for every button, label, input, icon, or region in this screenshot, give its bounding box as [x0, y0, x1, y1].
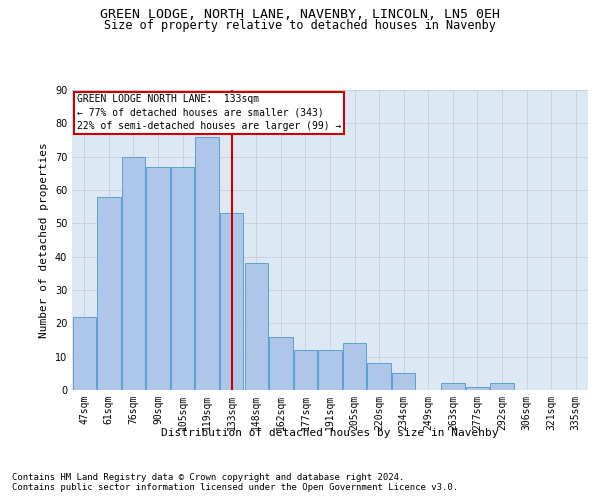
Text: GREEN LODGE NORTH LANE:  133sqm
← 77% of detached houses are smaller (343)
22% o: GREEN LODGE NORTH LANE: 133sqm ← 77% of …	[77, 94, 341, 131]
Bar	[343, 344, 366, 390]
Bar	[122, 156, 145, 390]
Bar	[367, 364, 391, 390]
Bar	[196, 136, 219, 390]
Bar	[97, 196, 121, 390]
Bar	[392, 374, 415, 390]
Text: Distribution of detached houses by size in Navenby: Distribution of detached houses by size …	[161, 428, 499, 438]
Bar	[146, 166, 170, 390]
Bar	[294, 350, 317, 390]
Bar	[466, 386, 489, 390]
Bar	[171, 166, 194, 390]
Bar	[269, 336, 293, 390]
Bar	[220, 214, 244, 390]
Bar	[490, 384, 514, 390]
Text: Size of property relative to detached houses in Navenby: Size of property relative to detached ho…	[104, 18, 496, 32]
Y-axis label: Number of detached properties: Number of detached properties	[39, 142, 49, 338]
Text: Contains HM Land Registry data © Crown copyright and database right 2024.: Contains HM Land Registry data © Crown c…	[12, 472, 404, 482]
Bar	[441, 384, 464, 390]
Bar	[319, 350, 341, 390]
Bar	[73, 316, 96, 390]
Text: Contains public sector information licensed under the Open Government Licence v3: Contains public sector information licen…	[12, 484, 458, 492]
Text: GREEN LODGE, NORTH LANE, NAVENBY, LINCOLN, LN5 0EH: GREEN LODGE, NORTH LANE, NAVENBY, LINCOL…	[100, 8, 500, 20]
Bar	[245, 264, 268, 390]
